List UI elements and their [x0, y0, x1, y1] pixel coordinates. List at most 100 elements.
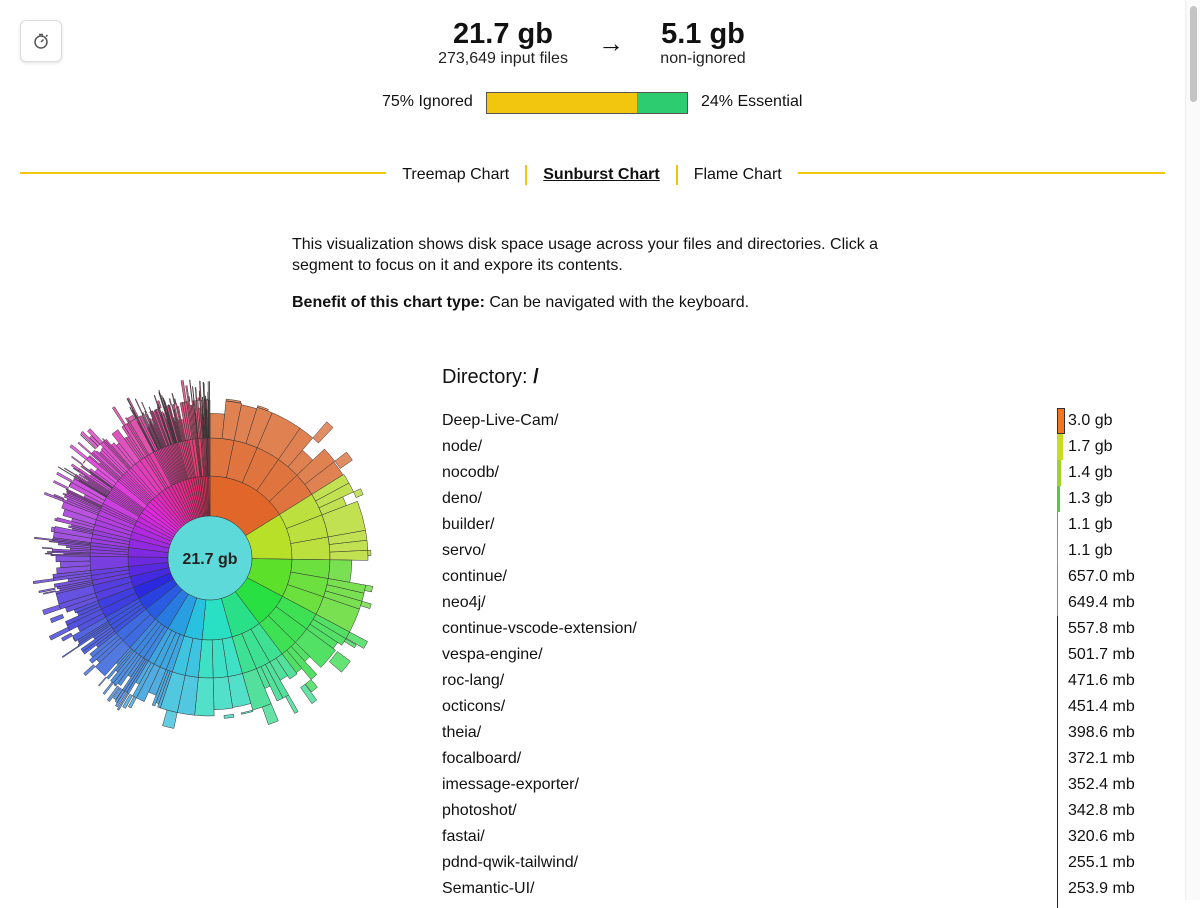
sunburst-segment[interactable] — [84, 665, 96, 676]
sunburst-segment[interactable] — [163, 710, 178, 728]
tab-treemap[interactable]: Treemap Chart — [386, 164, 525, 186]
sunburst-segment[interactable] — [33, 579, 53, 584]
directory-name: builder/ — [442, 512, 494, 538]
sunburst-segment[interactable] — [202, 397, 203, 400]
sunburst-segment[interactable] — [368, 550, 371, 556]
sunburst-segment[interactable] — [53, 480, 68, 489]
directory-name: continue/ — [442, 564, 507, 590]
sunburst-segment[interactable] — [361, 601, 372, 608]
directory-row[interactable]: deno/1.3 gb — [442, 486, 1162, 512]
sunburst-segment[interactable] — [71, 456, 82, 465]
directory-row[interactable]: servo/1.1 gb — [442, 538, 1162, 564]
directory-row[interactable]: neo4j/649.4 mb — [442, 590, 1162, 616]
sunburst-chart[interactable]: 21.7 gb — [10, 358, 410, 758]
directory-name: focalboard/ — [442, 746, 521, 772]
sunburst-segment[interactable] — [50, 614, 64, 623]
sunburst-segment[interactable] — [195, 387, 197, 400]
scrollbar-thumb[interactable] — [1190, 6, 1197, 102]
sunburst-segment[interactable] — [62, 646, 79, 658]
sunburst-segment[interactable] — [192, 386, 194, 400]
sunburst-segment[interactable] — [262, 704, 278, 725]
tab-sunburst[interactable]: Sunburst Chart — [527, 164, 675, 186]
tab-flame[interactable]: Flame Chart — [678, 164, 798, 186]
directory-row[interactable]: vespa-engine/501.7 mb — [442, 642, 1162, 668]
directory-size: 342.8 mb — [1068, 798, 1135, 824]
directory-name: deno/ — [442, 486, 482, 512]
sunburst-segment[interactable] — [189, 380, 192, 401]
directory-name: continue-vscode-extension/ — [442, 616, 637, 642]
sunburst-segment[interactable] — [330, 550, 368, 560]
sunburst-segment[interactable] — [346, 632, 367, 649]
directory-row[interactable]: focalboard/372.1 mb — [442, 746, 1162, 772]
sunburst-segment[interactable] — [354, 489, 364, 498]
ignored-fill — [487, 93, 638, 113]
sunburst-segment[interactable] — [209, 438, 210, 476]
timer-button[interactable] — [20, 20, 62, 62]
sunburst-segment[interactable] — [51, 527, 55, 532]
sunburst-segment[interactable] — [241, 710, 253, 714]
sunburst-segment[interactable] — [53, 538, 54, 539]
directory-size: 451.4 mb — [1068, 694, 1135, 720]
directory-row[interactable]: pdnd-qwik-tailwind/255.1 mb — [442, 850, 1162, 876]
sunburst-segment[interactable] — [47, 551, 52, 552]
sunburst-segment[interactable] — [365, 585, 373, 592]
directory-size: 352.4 mb — [1068, 772, 1135, 798]
sunburst-segment[interactable] — [112, 407, 125, 426]
sunburst-segment[interactable] — [209, 400, 210, 438]
directory-row[interactable]: theia/398.6 mb — [442, 720, 1162, 746]
directory-size: 1.3 gb — [1068, 486, 1112, 512]
sunburst-segment[interactable] — [43, 605, 61, 615]
sunburst-segment[interactable] — [42, 547, 52, 549]
sunburst-segment[interactable] — [313, 422, 333, 443]
sunburst-segment[interactable] — [149, 407, 151, 412]
sunburst-segment[interactable] — [63, 493, 66, 495]
sunburst-segment[interactable] — [127, 399, 137, 418]
sunburst-segment[interactable] — [102, 438, 104, 440]
sunburst-segment[interactable] — [45, 553, 52, 554]
directory-size: 471.6 mb — [1068, 668, 1135, 694]
sunburst-segment[interactable] — [56, 556, 90, 562]
sunburst-segment[interactable] — [181, 380, 187, 402]
directory-row[interactable]: builder/1.1 gb — [442, 512, 1162, 538]
page-scrollbar[interactable] — [1185, 0, 1200, 900]
sunburst-segment[interactable] — [98, 677, 106, 686]
size-bar — [1057, 590, 1058, 616]
directory-row[interactable]: fastai/320.6 mb — [442, 824, 1162, 850]
ignored-label: 75% Ignored — [382, 93, 473, 111]
directory-row[interactable]: octicons/451.4 mb — [442, 694, 1162, 720]
size-bar — [1057, 564, 1058, 590]
output-label: non-ignored — [638, 50, 768, 68]
directory-row[interactable]: imessage-exporter/352.4 mb — [442, 772, 1162, 798]
directory-name: vespa-engine/ — [442, 642, 543, 668]
directory-size: 398.6 mb — [1068, 720, 1135, 746]
directory-label: Directory: — [442, 366, 533, 388]
directory-size: 253.9 mb — [1068, 876, 1135, 902]
directory-name: octicons/ — [442, 694, 505, 720]
sunburst-segment[interactable] — [198, 398, 200, 401]
chart-description: This visualization shows disk space usag… — [292, 234, 892, 276]
directory-row[interactable]: roc-lang/471.6 mb — [442, 668, 1162, 694]
sunburst-segment[interactable] — [49, 541, 53, 542]
directory-row[interactable]: photoshot/342.8 mb — [442, 798, 1162, 824]
directory-row[interactable]: node/1.7 gb — [442, 434, 1162, 460]
directory-size: 1.4 gb — [1068, 460, 1112, 486]
size-bar — [1057, 538, 1058, 564]
sunburst-segment[interactable] — [224, 714, 234, 718]
sunburst-segment[interactable] — [83, 460, 85, 463]
sunburst-segment[interactable] — [55, 518, 57, 521]
arrow-right-icon: → — [598, 28, 624, 59]
sunburst-segment[interactable] — [128, 398, 139, 418]
sunburst-segment[interactable] — [51, 555, 52, 556]
directory-row[interactable]: Deep-Live-Cam/3.0 gb — [442, 408, 1162, 434]
directory-row[interactable]: continue-vscode-extension/557.8 mb — [442, 616, 1162, 642]
sunburst-segment[interactable] — [103, 682, 113, 695]
sunburst-segment[interactable] — [335, 452, 353, 468]
sunburst-segment[interactable] — [169, 399, 171, 405]
sunburst-segment[interactable] — [286, 695, 299, 714]
directory-row[interactable]: continue/657.0 mb — [442, 564, 1162, 590]
directory-size: 255.1 mb — [1068, 850, 1135, 876]
sunburst-segment[interactable] — [34, 537, 53, 540]
directory-row[interactable]: Semantic-UI/253.9 mb — [442, 876, 1162, 902]
sunburst-segment[interactable] — [141, 402, 146, 413]
directory-row[interactable]: nocodb/1.4 gb — [442, 460, 1162, 486]
